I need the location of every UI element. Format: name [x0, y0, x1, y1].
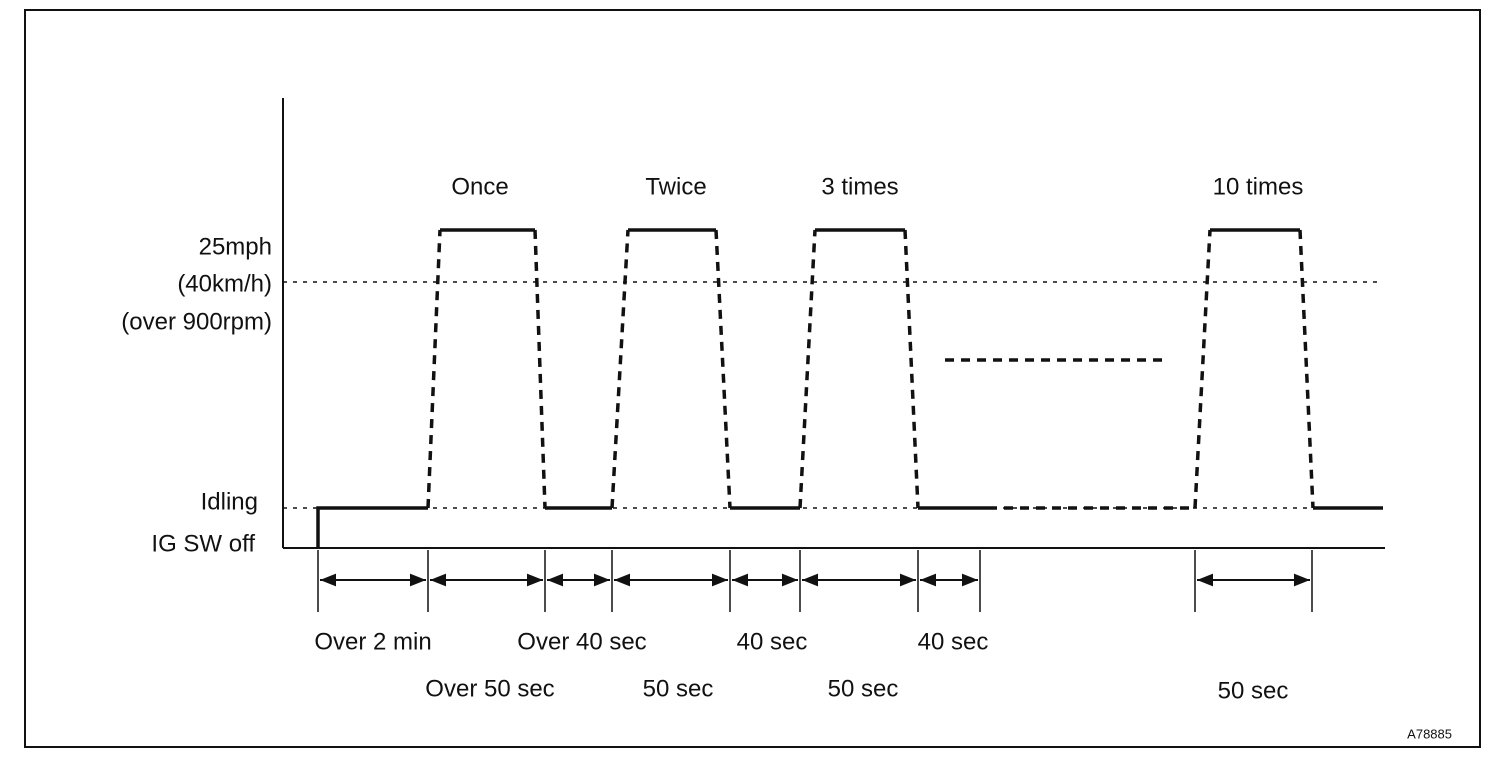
y-label: 25mph — [199, 233, 272, 260]
figure-id: A78885 — [1407, 726, 1452, 741]
interval-label: Over 50 sec — [425, 675, 554, 702]
interval-label: 40 sec — [918, 628, 989, 655]
cycle-label: Once — [451, 173, 508, 200]
cycle-label: 3 times — [821, 173, 898, 200]
interval-label: 40 sec — [737, 628, 808, 655]
y-label: Idling — [201, 488, 258, 515]
interval-markers — [317, 550, 1313, 612]
interval-label: 50 sec — [643, 675, 714, 702]
interval-label: 50 sec — [1218, 677, 1289, 704]
speed-trace — [316, 228, 1383, 548]
y-label: IG SW off — [151, 530, 255, 557]
cycle-label: 10 times — [1213, 173, 1304, 200]
y-label: (over 900rpm) — [121, 308, 272, 335]
y-label: (40km/h) — [177, 270, 272, 297]
axes — [282, 98, 1385, 549]
interval-label: 50 sec — [828, 675, 899, 702]
cycle-label: Twice — [645, 173, 706, 200]
interval-label: Over 2 min — [314, 628, 431, 655]
frame — [24, 9, 1481, 748]
interval-label: Over 40 sec — [517, 628, 646, 655]
